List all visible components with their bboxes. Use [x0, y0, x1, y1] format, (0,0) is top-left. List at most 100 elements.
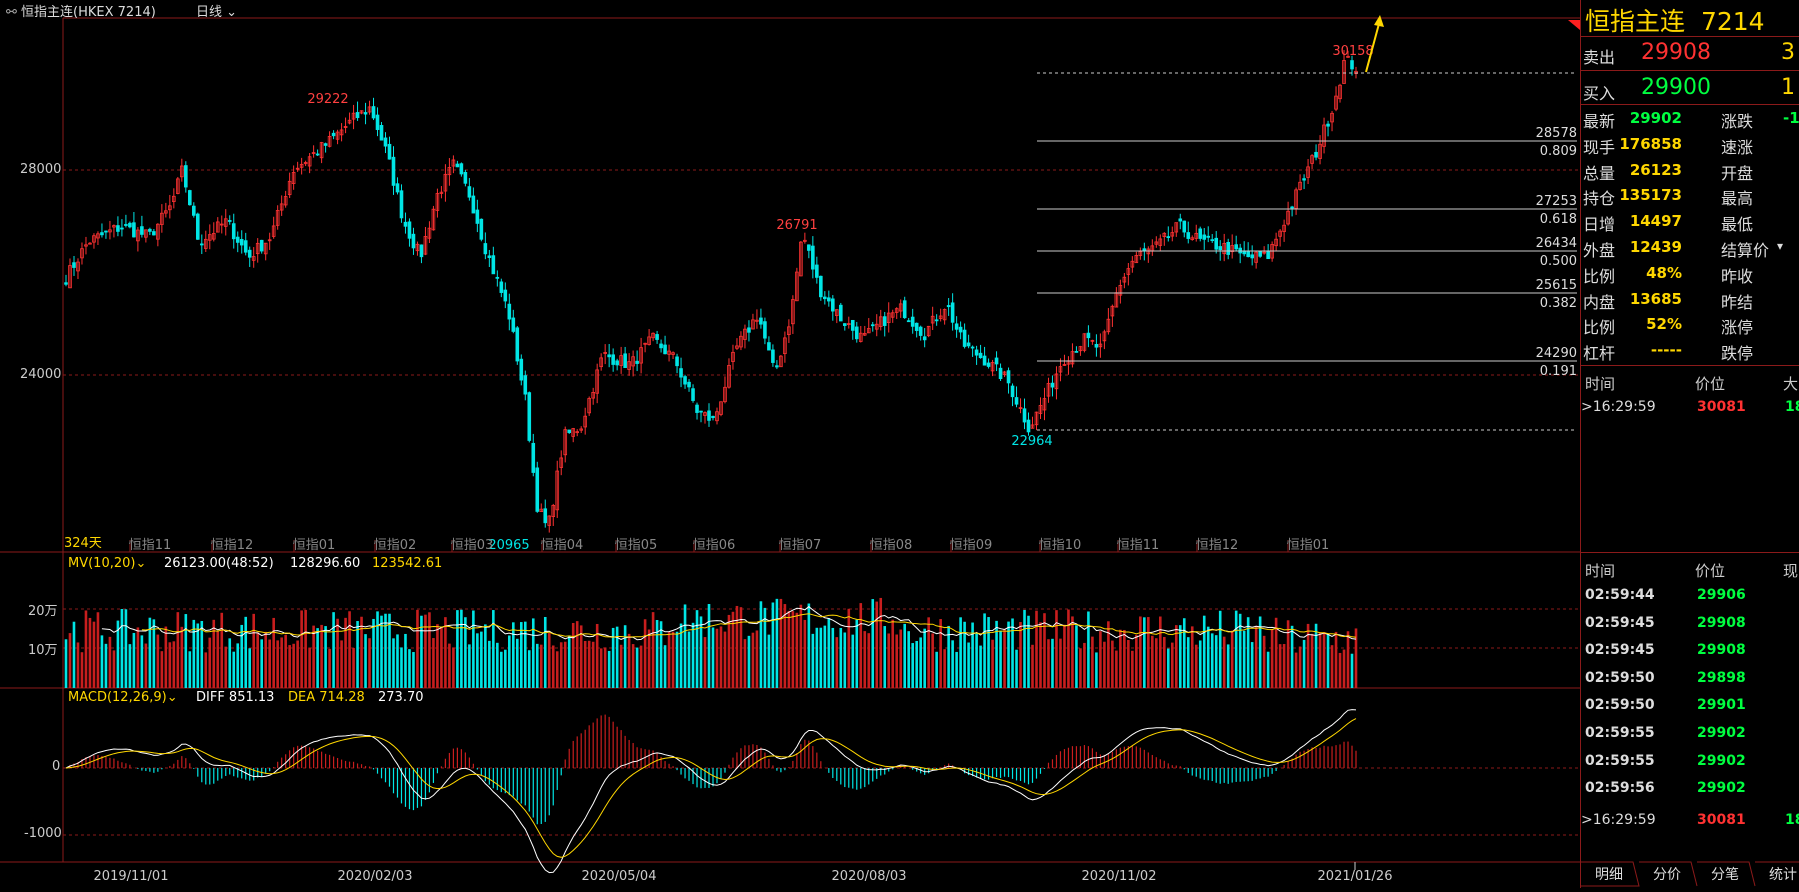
candle-body [695, 404, 699, 413]
volume-bar [859, 603, 863, 688]
volume-bar [799, 604, 803, 688]
volume-bar [1298, 646, 1302, 688]
sell-qty: 3 [1781, 40, 1795, 65]
candle-body [1222, 242, 1227, 255]
candle-body [471, 195, 476, 214]
candle-body [1278, 230, 1282, 237]
candle-body [755, 319, 759, 322]
candle-body [894, 308, 899, 313]
quote-row-value: 52% [1646, 315, 1682, 334]
volume-indicator-name: MV(10,20) [68, 556, 136, 571]
volume-bar [336, 618, 339, 688]
candle-body [371, 106, 376, 119]
volume-bar [895, 634, 899, 688]
candle-body [850, 319, 855, 331]
candle-body [1154, 241, 1159, 245]
volume-bar [1007, 621, 1010, 688]
chart-area[interactable]: 28578 0.809 27253 0.618 26434 0.500 25615 0.382… [0, 0, 1580, 888]
candle-body [1106, 318, 1111, 333]
volume-bar [559, 642, 563, 688]
volume-bar [679, 623, 683, 688]
volume-bar [711, 627, 715, 688]
fib-level-ratio: 0.618 [1540, 212, 1577, 227]
tab-detail[interactable]: 明细 [1595, 867, 1623, 883]
volume-bar [512, 622, 515, 688]
candle-body [251, 256, 256, 261]
volume-bar [1350, 653, 1354, 688]
fib-level-ratio: 0.500 [1540, 254, 1577, 269]
candle-body [571, 428, 576, 437]
candle-body [1158, 238, 1163, 246]
volume-bar [136, 627, 140, 688]
volume-bar [480, 631, 483, 688]
volume-bar [863, 631, 867, 688]
tick-list-time: 02:59:44 [1585, 587, 1655, 603]
quote-row-label-2: 跌停 [1721, 344, 1754, 364]
month-label: 恒指06 [693, 538, 736, 553]
quote-panel: 恒指主连 7214 卖出 29908 3 买入 29900 1 最新 29902 涨… [1580, 0, 1799, 888]
volume-bar [320, 624, 323, 688]
volume-bar [699, 616, 703, 688]
tab-tick-split[interactable]: 分笔 [1711, 867, 1739, 883]
volume-bar [1174, 625, 1178, 688]
candle-body [523, 375, 528, 395]
chevron-down-icon: ⌄ [166, 690, 178, 705]
volume-bar [328, 648, 331, 688]
candle-body [164, 210, 168, 214]
volume-bar [448, 643, 451, 688]
volume-bar [1310, 633, 1314, 688]
top-bar: ⚯ 恒指主连(HKEX 7214) 日线 ⌄ [0, 0, 1580, 20]
tick-col-time: 时间 [1585, 375, 1616, 393]
candle-body [978, 352, 983, 359]
date-axis-label: 2019/11/01 [94, 869, 169, 884]
volume-bar [1087, 611, 1090, 688]
volume-bar [252, 613, 256, 688]
candle-body [1322, 124, 1326, 147]
volume-bar [527, 650, 531, 688]
period-selector[interactable]: 日线 ⌄ [196, 1, 237, 20]
volume-bar [376, 611, 379, 688]
tab-statistics[interactable]: 统计 [1769, 867, 1797, 883]
volume-bar [300, 610, 303, 688]
volume-bar [1222, 636, 1226, 688]
tick-list-price: 29902 [1697, 725, 1746, 741]
candle-body [591, 391, 595, 399]
volume-bar [436, 624, 439, 688]
kline-chart[interactable]: 28578 0.809 27253 0.618 26434 0.500 25615 0.382… [0, 0, 1580, 888]
volume-bar [92, 621, 96, 688]
volume-bar [1071, 616, 1074, 688]
volume-bar [308, 647, 311, 688]
candle-body [970, 346, 975, 349]
month-label: 恒指05 [615, 538, 658, 553]
candle-body [1206, 235, 1211, 238]
candle-body [1078, 346, 1083, 352]
candle-body [1186, 232, 1191, 239]
volume-bar [919, 637, 922, 688]
tick-list-price: 29898 [1697, 669, 1746, 686]
candle-body [84, 244, 88, 247]
candle-body [719, 401, 723, 415]
volume-bar [531, 618, 535, 688]
volume-bar [747, 635, 751, 688]
candle-body [527, 392, 532, 441]
volume-bar [1346, 631, 1350, 688]
volume-indicator-selector[interactable]: MV(10,20)⌄ [68, 556, 146, 571]
macd-indicator-selector[interactable]: MACD(12,26,9)⌄ [68, 690, 178, 705]
chevron-down-icon[interactable]: ▾ [1777, 239, 1784, 253]
volume-bar [1210, 633, 1214, 688]
quote-title: 恒指主连 7214 [1585, 2, 1765, 38]
candle-body [882, 316, 887, 326]
volume-bar [599, 648, 603, 688]
tab-price-split[interactable]: 分价 [1653, 867, 1681, 883]
volume-bar [1123, 629, 1126, 688]
peak-label: 29222 [307, 92, 348, 107]
quote-row-value-2: -1 [1783, 109, 1799, 127]
volume-bar [340, 640, 343, 688]
volume-bar [635, 647, 639, 688]
volume-bar [240, 624, 244, 688]
candle-body [898, 303, 903, 312]
divider [1581, 70, 1799, 71]
candle-body [635, 360, 639, 364]
macd-diff: DIFF 851.13 [196, 690, 275, 705]
candle-body [671, 352, 675, 355]
